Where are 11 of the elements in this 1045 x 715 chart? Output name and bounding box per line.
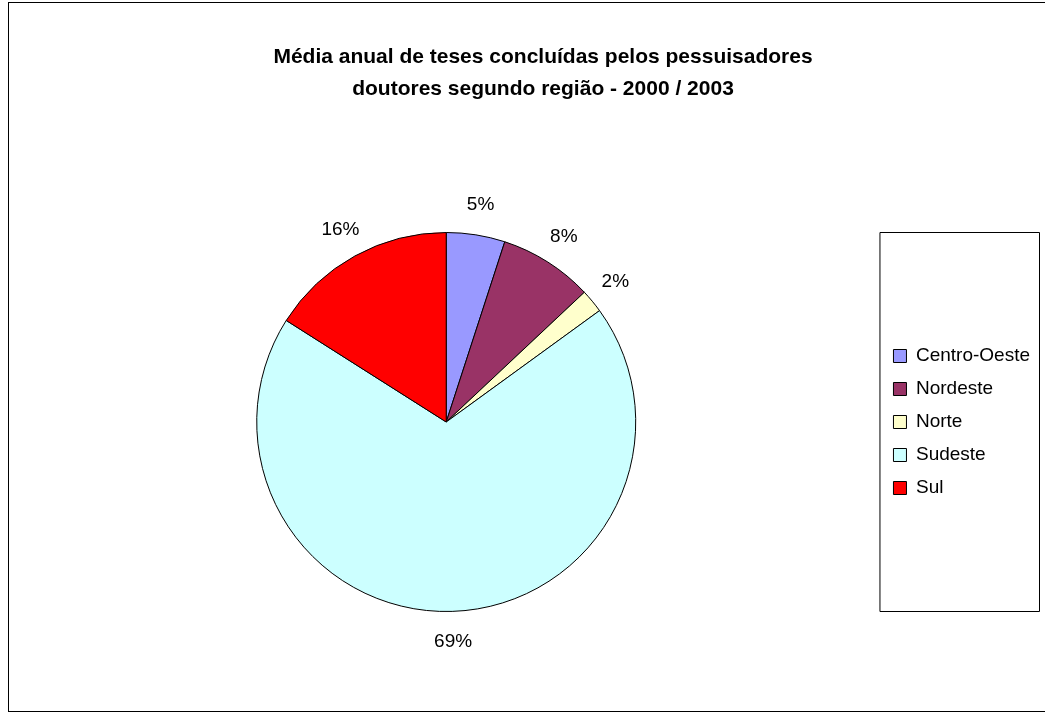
- legend-label: Norte: [915, 410, 963, 432]
- chart-title: Média anual de teses concluídas pelos pessuisadores doutores segundo região - 2000 / 2003: [272, 43, 814, 101]
- legend-label: Nordeste: [915, 377, 994, 399]
- legend-label: Sul: [915, 476, 944, 498]
- data-label: 16%: [321, 217, 360, 239]
- data-label: 69%: [434, 629, 473, 651]
- legend-label: Centro-Oeste: [915, 344, 1030, 366]
- data-label: 2%: [601, 270, 630, 292]
- data-label: 5%: [466, 193, 495, 215]
- data-label: 8%: [550, 224, 578, 246]
- legend-label: Sudeste: [915, 443, 986, 465]
